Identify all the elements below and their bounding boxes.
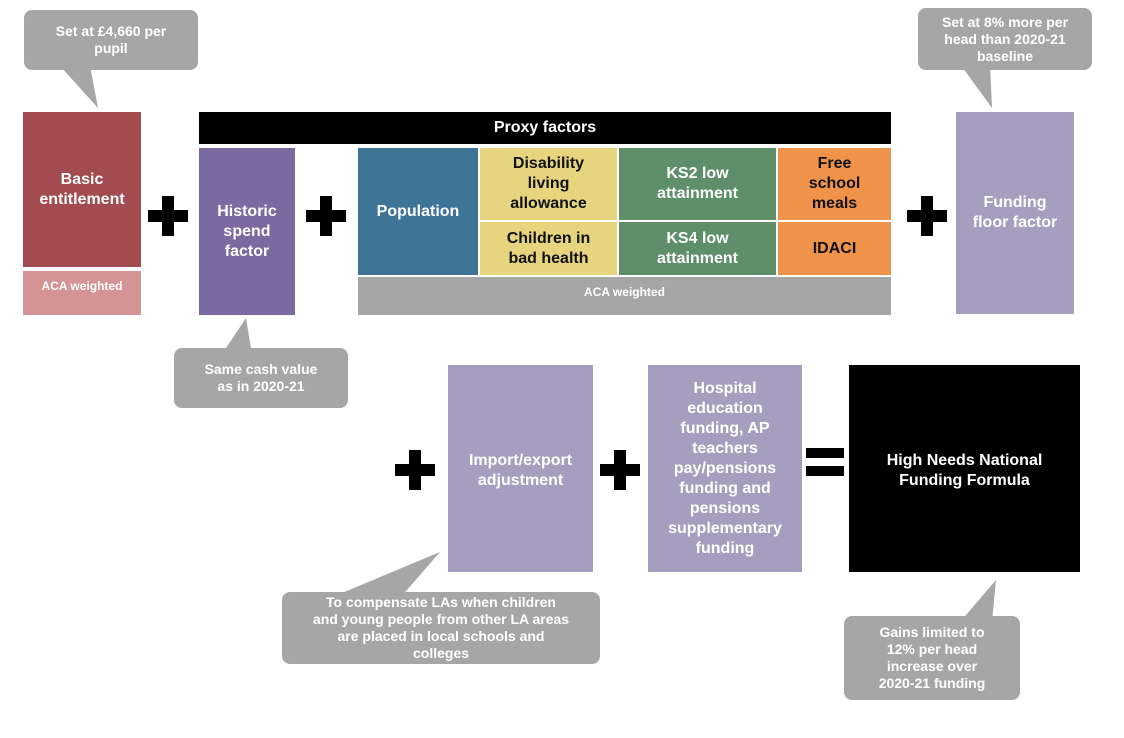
ks4-low-attainment-box: KS4 low attainment	[619, 222, 776, 275]
proxy-aca-weighted: ACA weighted	[358, 277, 891, 315]
plus-icon	[395, 450, 435, 490]
hospital-education-funding-box: Hospital education funding, AP teachers …	[648, 365, 802, 572]
plus-icon	[306, 196, 346, 236]
historic-spend-factor-box: Historic spend factor	[199, 148, 295, 315]
population-box: Population	[358, 148, 478, 275]
funding-floor-factor-box: Funding floor factor	[956, 112, 1074, 314]
callout-basic-rate: Set at £4,660 per pupil	[24, 10, 198, 70]
callout-gains-limit: Gains limited to 12% per head increase o…	[844, 616, 1020, 700]
plus-icon	[907, 196, 947, 236]
basic-aca-weighted: ACA weighted	[23, 271, 141, 315]
equals-icon	[806, 448, 844, 476]
proxy-factors-header: Proxy factors	[199, 112, 891, 144]
plus-icon	[148, 196, 188, 236]
disability-allowance-box: Disability living allowance	[480, 148, 617, 220]
plus-icon	[600, 450, 640, 490]
callout-import-explanation: To compensate LAs when children and youn…	[282, 592, 600, 664]
callout-historic-value: Same cash value as in 2020-21	[174, 348, 348, 408]
children-bad-health-box: Children in bad health	[480, 222, 617, 275]
ks2-low-attainment-box: KS2 low attainment	[619, 148, 776, 220]
idaci-box: IDACI	[778, 222, 891, 275]
high-needs-nff-box: High Needs National Funding Formula	[849, 365, 1080, 572]
import-export-adjustment-box: Import/export adjustment	[448, 365, 593, 572]
free-school-meals-box: Free school meals	[778, 148, 891, 220]
basic-entitlement-box: Basic entitlement	[23, 112, 141, 267]
callout-floor-rate: Set at 8% more per head than 2020-21 bas…	[918, 8, 1092, 70]
